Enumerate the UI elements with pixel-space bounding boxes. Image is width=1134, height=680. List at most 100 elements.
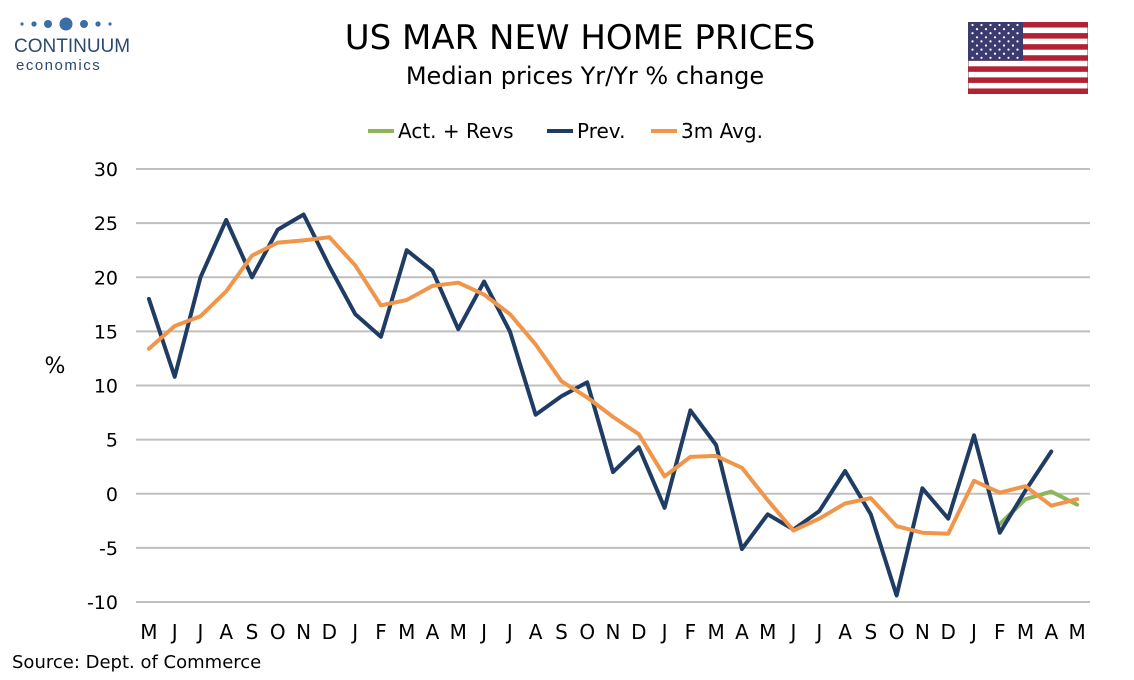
x-tick-label: J [170, 620, 178, 644]
flag-star [1016, 32, 1019, 35]
flag-star [993, 52, 997, 55]
y-tick-label: 25 [94, 213, 118, 235]
x-tick-label: J [814, 620, 822, 644]
flag-star [1002, 36, 1006, 39]
flag-star [998, 23, 1001, 27]
flag-star [998, 32, 1001, 35]
y-tick-label: 15 [94, 321, 118, 343]
flag-star [989, 40, 992, 43]
flag-star [998, 48, 1001, 51]
flag-star [971, 56, 974, 59]
x-tick-label: M [140, 620, 157, 644]
flag-stripe [968, 77, 1088, 83]
x-tick-label: J [660, 620, 668, 644]
flag-star [984, 28, 988, 31]
x-tick-label: A [426, 620, 440, 644]
series-line [146, 212, 1054, 598]
x-tick-label: F [685, 620, 697, 644]
y-tick-label: 30 [94, 159, 118, 181]
flag-star [1011, 36, 1015, 39]
x-tick-label: A [219, 620, 233, 644]
flag-star [1011, 44, 1015, 47]
flag-star [975, 52, 979, 55]
flag-stripe [968, 55, 1088, 61]
series-line [146, 235, 1080, 536]
y-tick-label: 5 [106, 430, 118, 452]
y-tick-label: -10 [87, 592, 118, 614]
x-tick-label: D [940, 620, 955, 644]
flag-star [980, 56, 983, 59]
flag-star [971, 48, 974, 51]
x-tick-label: M [1017, 620, 1034, 644]
flag-stripe [968, 88, 1088, 94]
x-tick-label: O [579, 620, 595, 644]
x-tick-label: S [864, 620, 877, 644]
flag-star [980, 23, 983, 27]
x-tick-label: O [889, 620, 905, 644]
flag-star [1011, 52, 1015, 55]
logo-subtitle: economics [16, 57, 102, 74]
flag-star [993, 28, 997, 31]
x-tick-label: S [555, 620, 568, 644]
flag-star [989, 48, 992, 51]
flag-stripe [968, 22, 1088, 28]
x-tick-label: F [375, 620, 387, 644]
x-tick-label: J [196, 620, 204, 644]
legend-label: Prev. [577, 119, 625, 143]
x-tick-label: S [246, 620, 259, 644]
x-tick-label: D [631, 620, 646, 644]
flag-star [993, 36, 997, 39]
y-tick-label: 10 [94, 376, 118, 398]
source-note: Source: Dept. of Commerce [12, 652, 262, 673]
flag-stripe [968, 66, 1088, 72]
x-tick-label: N [915, 620, 930, 644]
x-tick-label: F [994, 620, 1006, 644]
chart-subtitle: Median prices Yr/Yr % change [405, 62, 765, 90]
flag-star [1016, 23, 1019, 27]
x-tick-label: J [479, 620, 487, 644]
flag-star [980, 40, 983, 43]
legend-label: 3m Avg. [681, 119, 763, 143]
us-flag-icon [968, 22, 1088, 94]
flag-star [998, 56, 1001, 59]
flag-star [1002, 44, 1006, 47]
logo-dots-icon [20, 17, 112, 31]
flag-star [1002, 28, 1006, 31]
flag-star [971, 40, 974, 43]
flag-star [984, 44, 988, 47]
flag-star [1011, 28, 1015, 31]
x-tick-label: A [1044, 620, 1058, 644]
flag-star [975, 36, 979, 39]
flag-star [975, 28, 979, 31]
flag-star [1007, 56, 1010, 59]
flag-star [989, 56, 992, 59]
brand-logo: CONTINUUM economics [14, 14, 132, 76]
x-tick-label: N [606, 620, 621, 644]
flag-star [1002, 52, 1006, 55]
flag-star [975, 44, 979, 47]
flag-star [998, 40, 1001, 43]
flag-star [1016, 40, 1019, 43]
y-tick-label: 0 [106, 484, 118, 506]
flag-star [980, 32, 983, 35]
y-tick-label: 20 [94, 267, 118, 289]
x-tick-label: N [296, 620, 311, 644]
x-tick-label: M [1068, 620, 1085, 644]
flag-star [1007, 23, 1010, 27]
x-tick-label: M [708, 620, 725, 644]
flag-star [1016, 56, 1019, 59]
x-tick-label: M [398, 620, 415, 644]
x-tick-label: M [759, 620, 776, 644]
x-tick-label: O [270, 620, 286, 644]
legend-label: Act. + Revs [398, 119, 514, 143]
x-tick-label: A [735, 620, 749, 644]
y-axis-label: % [45, 354, 66, 379]
x-tick-label: J [350, 620, 358, 644]
logo-wordmark: CONTINUUM [14, 36, 131, 57]
x-tick-label: A [529, 620, 543, 644]
flag-star [993, 44, 997, 47]
flag-star [980, 48, 983, 51]
x-tick-label: J [789, 620, 797, 644]
flag-star [989, 32, 992, 35]
flag-star [971, 23, 974, 27]
